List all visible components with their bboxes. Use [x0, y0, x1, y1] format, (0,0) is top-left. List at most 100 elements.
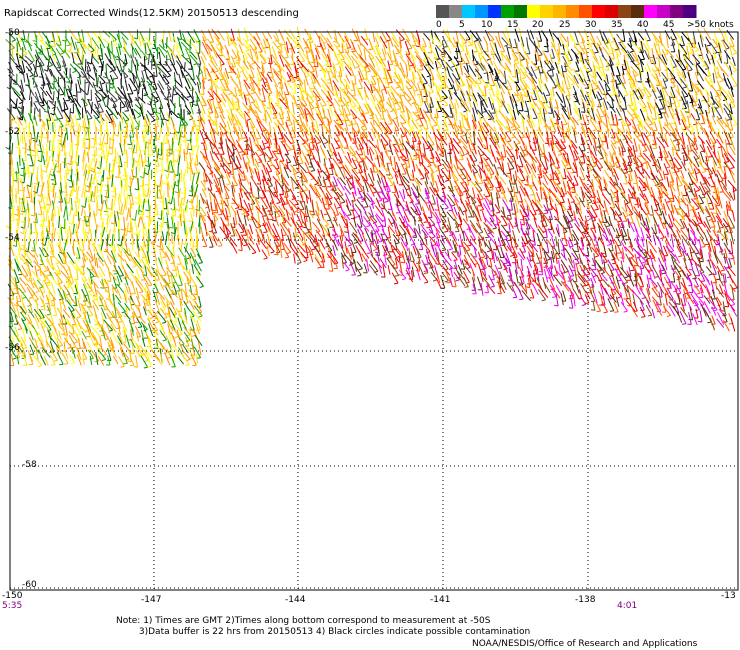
wind-barb — [447, 78, 454, 89]
wind-barb — [652, 54, 657, 64]
wind-barb — [229, 65, 237, 75]
wind-barb — [464, 72, 473, 84]
wind-barb-flag — [44, 110, 49, 113]
wind-barb — [103, 150, 105, 160]
wind-barb — [400, 101, 405, 112]
wind-barb — [537, 99, 544, 108]
wind-barb — [539, 60, 544, 74]
wind-barb — [101, 94, 107, 108]
wind-barb — [617, 85, 621, 97]
wind-barb — [681, 179, 690, 189]
wind-barb-flag — [259, 153, 264, 156]
wind-barb — [435, 109, 439, 119]
wind-barb-flag — [189, 89, 195, 91]
wind-barb — [214, 36, 221, 45]
wind-barb — [252, 79, 261, 91]
wind-barb — [81, 29, 85, 42]
wind-barb — [271, 54, 279, 64]
wind-barb — [212, 99, 217, 114]
wind-barb — [255, 32, 261, 41]
wind-barb — [531, 174, 534, 187]
wind-barb-flag — [473, 171, 478, 174]
wind-barb — [453, 55, 460, 65]
wind-barb — [470, 34, 474, 46]
wind-barb — [440, 72, 446, 87]
wind-barb — [627, 31, 634, 42]
wind-barb — [618, 76, 626, 90]
wind-barb — [482, 55, 489, 65]
wind-barb — [236, 119, 244, 129]
wind-barb-flag — [303, 47, 308, 49]
wind-barb — [549, 164, 555, 175]
wind-barb — [662, 86, 670, 97]
wind-barb — [308, 172, 319, 184]
wind-barb — [720, 85, 729, 96]
wind-barb-flag — [90, 169, 95, 173]
wind-barb — [514, 179, 519, 194]
wind-barb — [393, 78, 401, 88]
wind-barb-flag — [134, 201, 139, 205]
wind-barb-flag — [18, 118, 23, 121]
wind-barb — [100, 65, 103, 77]
wind-barb — [308, 102, 314, 116]
wind-barb — [391, 37, 399, 48]
wind-barb — [439, 104, 447, 116]
wind-barb — [363, 90, 370, 100]
wind-barb — [629, 37, 633, 48]
wind-barb — [333, 98, 341, 108]
wind-barb — [69, 51, 78, 60]
wind-barb — [428, 90, 433, 105]
wind-barb-flag — [510, 125, 515, 129]
wind-barb — [675, 152, 682, 161]
wind-barb-flag — [342, 88, 347, 91]
wind-barb — [44, 55, 53, 66]
wind-barb — [127, 30, 136, 44]
wind-barb — [346, 179, 352, 191]
wind-barb — [261, 87, 266, 102]
wind-barb — [495, 71, 499, 81]
wind-barb — [398, 84, 406, 96]
wind-barb — [453, 164, 460, 176]
wind-barb — [56, 106, 64, 119]
wind-barb-flag — [429, 91, 434, 94]
wind-barb-flag — [637, 81, 642, 83]
wind-barb-flag — [148, 153, 153, 156]
wind-barb-flag — [361, 125, 366, 128]
wind-barb — [56, 82, 65, 95]
wind-barb — [726, 77, 734, 91]
wind-barb — [280, 106, 285, 119]
wind-barb — [729, 73, 738, 86]
wind-barb-flag — [635, 63, 640, 66]
wind-barb-flag — [510, 168, 515, 170]
wind-barb — [332, 62, 337, 73]
wind-barb-flag — [264, 142, 269, 145]
wind-barb — [490, 50, 495, 60]
wind-barb — [11, 142, 14, 155]
wind-barb — [374, 113, 381, 126]
wind-barb — [203, 66, 207, 80]
wind-barb-flag — [449, 149, 454, 151]
wind-barb — [689, 94, 694, 107]
wind-barb — [232, 41, 240, 54]
wind-barb — [412, 96, 418, 106]
wind-barb — [697, 54, 707, 66]
wind-barb — [724, 61, 731, 71]
wind-barb — [171, 88, 174, 103]
wind-barb — [185, 155, 189, 167]
wind-barb — [157, 83, 165, 95]
wind-barb — [74, 42, 79, 54]
wind-barb — [37, 31, 44, 41]
wind-barb — [423, 101, 430, 113]
wind-barb — [304, 28, 312, 40]
wind-barb-flag — [22, 53, 28, 56]
wind-barb — [172, 86, 178, 95]
wind-barb — [471, 49, 475, 62]
wind-barb — [87, 82, 90, 95]
wind-barb — [304, 108, 308, 123]
wind-barb-flag — [49, 140, 54, 143]
wind-barb-flag — [295, 78, 300, 80]
wind-barb — [308, 170, 315, 179]
wind-barb — [315, 67, 318, 78]
wind-barb — [333, 36, 341, 47]
wind-barb — [580, 60, 588, 70]
